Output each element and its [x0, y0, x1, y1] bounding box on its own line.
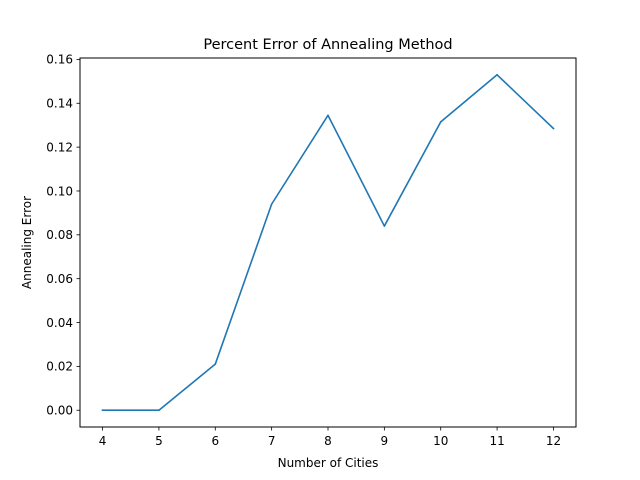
data-point: [214, 363, 217, 365]
plot-frame: [79, 57, 577, 428]
x-tick-label: 5: [155, 434, 163, 448]
data-point: [552, 127, 555, 130]
chart-title: Percent Error of Annealing Method: [203, 37, 452, 53]
plot-area: [80, 58, 576, 427]
data-point: [158, 409, 160, 412]
x-axis-label: Number of Cities: [278, 456, 379, 470]
data-point: [270, 203, 273, 205]
x-tick-label: 6: [211, 434, 219, 448]
y-tick-label: 0.12: [46, 140, 73, 154]
data-point: [101, 409, 104, 412]
y-tick-label: 0.02: [46, 360, 73, 374]
data-point: [439, 121, 442, 123]
x-tick-label: 8: [324, 434, 332, 448]
x-tick-label: 11: [489, 434, 504, 448]
data-point: [496, 73, 498, 76]
x-tick-label: 4: [99, 434, 107, 448]
data-points: [101, 73, 555, 412]
data-point: [383, 225, 386, 227]
y-tick-label: 0.10: [46, 184, 73, 198]
data-point: [327, 114, 329, 117]
y-tick-label: 0.08: [46, 228, 73, 242]
y-tick-label: 0.04: [46, 316, 73, 330]
x-tick-label: 10: [433, 434, 448, 448]
y-tick-label: 0.00: [46, 404, 73, 418]
x-tick-label: 12: [546, 434, 561, 448]
y-axis: 0.00 0.02 0.04 0.06 0.08 0.10 0.12 0.14 0.16: [46, 53, 80, 418]
y-tick-label: 0.14: [46, 97, 73, 111]
y-axis-label: Annealing Error: [20, 196, 34, 289]
x-tick-label: 7: [268, 434, 276, 448]
x-axis: 4 5 6 7 8 9 10 11 12: [99, 427, 561, 448]
y-tick-label: 0.16: [46, 53, 73, 67]
x-tick-label: 9: [381, 434, 389, 448]
y-tick-label: 0.06: [46, 272, 73, 286]
